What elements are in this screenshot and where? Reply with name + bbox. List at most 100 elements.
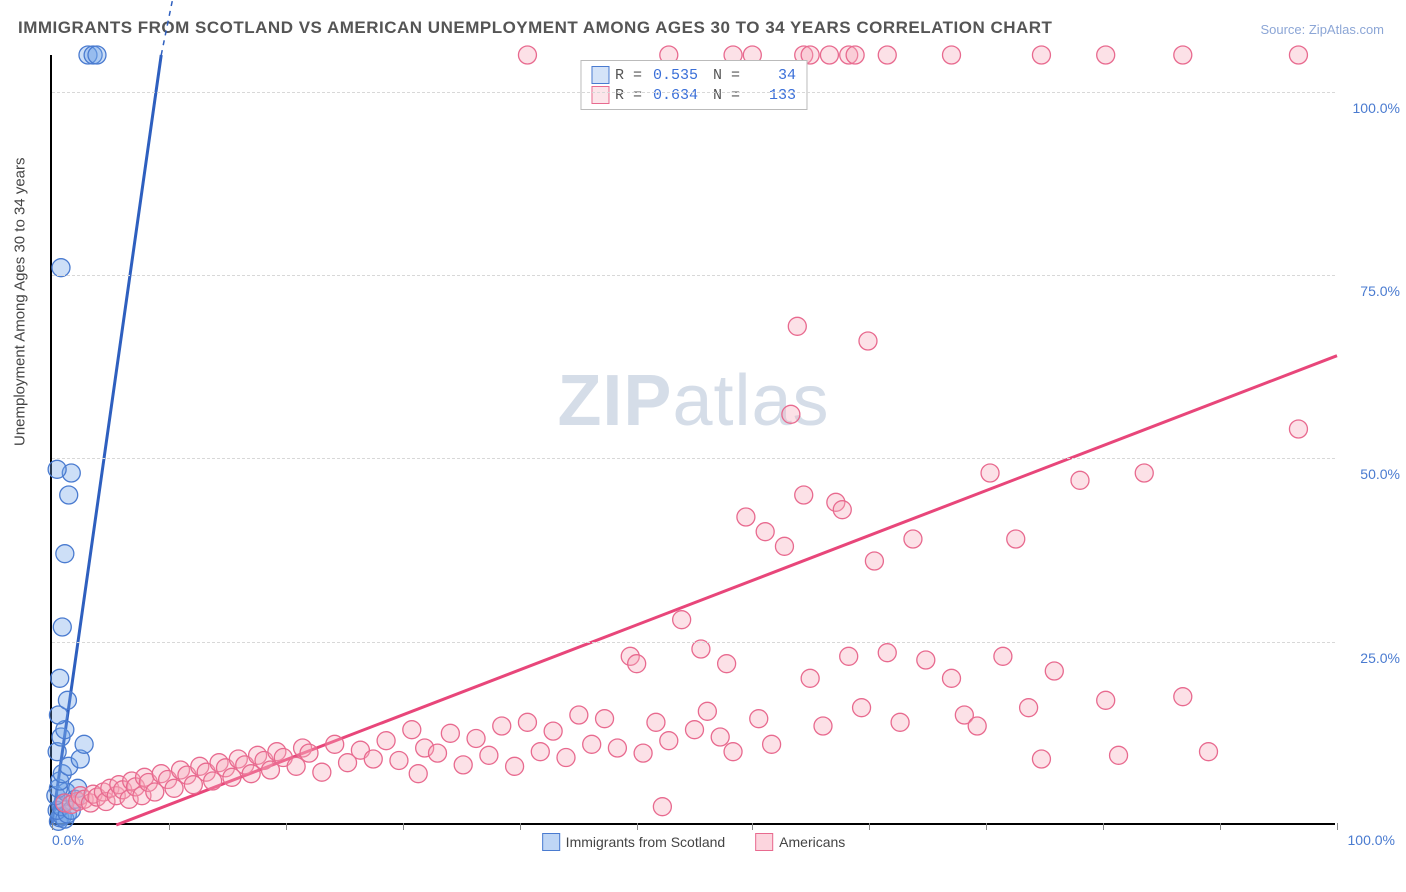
data-point (814, 717, 832, 735)
data-point (583, 735, 601, 753)
data-point (1020, 699, 1038, 717)
data-point (454, 756, 472, 774)
data-point (493, 717, 511, 735)
data-point (88, 46, 106, 64)
stat-n-label: N = (704, 87, 740, 104)
data-point (403, 721, 421, 739)
data-point (570, 706, 588, 724)
stat-n-value: 133 (746, 87, 796, 104)
data-point (1032, 750, 1050, 768)
gridline-h (52, 458, 1335, 459)
data-point (891, 713, 909, 731)
data-point (53, 618, 71, 636)
data-point (846, 46, 864, 64)
legend-label: Immigrants from Scotland (566, 834, 726, 850)
data-point (300, 744, 318, 762)
data-point (904, 530, 922, 548)
data-point (917, 651, 935, 669)
data-point (878, 46, 896, 64)
data-point (1110, 746, 1128, 764)
data-point (943, 46, 961, 64)
data-point (467, 729, 485, 747)
data-point (48, 460, 66, 478)
data-point (506, 757, 524, 775)
data-point (782, 405, 800, 423)
stat-legend-row: R =0.535 N =34 (591, 65, 796, 85)
data-point (718, 655, 736, 673)
data-point (1007, 530, 1025, 548)
legend-swatch (542, 833, 560, 851)
source-label: Source: ZipAtlas.com (1260, 22, 1384, 37)
x-min-label: 0.0% (52, 832, 84, 848)
data-point (660, 732, 678, 750)
data-point (390, 751, 408, 769)
data-point (833, 501, 851, 519)
data-point (441, 724, 459, 742)
data-point (518, 713, 536, 731)
data-point (840, 647, 858, 665)
legend-swatch (591, 86, 609, 104)
data-point (628, 655, 646, 673)
stat-r-value: 0.535 (648, 67, 698, 84)
data-point (429, 744, 447, 762)
data-point (795, 486, 813, 504)
data-point (531, 743, 549, 761)
y-tick-label: 75.0% (1360, 283, 1400, 299)
data-point (377, 732, 395, 750)
data-point (596, 710, 614, 728)
stat-n-value: 34 (746, 67, 796, 84)
bottom-legend-item: Americans (755, 833, 845, 851)
x-tick (52, 823, 53, 830)
x-tick (520, 823, 521, 830)
data-point (853, 699, 871, 717)
data-point (51, 669, 69, 687)
data-point (994, 647, 1012, 665)
data-point (686, 721, 704, 739)
data-point (56, 545, 74, 563)
bottom-legend-item: Immigrants from Scotland (542, 833, 726, 851)
y-tick-label: 25.0% (1360, 650, 1400, 666)
data-point (1032, 46, 1050, 64)
data-point (634, 744, 652, 762)
data-point (480, 746, 498, 764)
data-point (313, 763, 331, 781)
data-point (968, 717, 986, 735)
data-point (724, 743, 742, 761)
data-point (60, 486, 78, 504)
data-point (557, 749, 575, 767)
data-point (737, 508, 755, 526)
x-tick (869, 823, 870, 830)
data-point (647, 713, 665, 731)
data-point (608, 739, 626, 757)
data-point (58, 691, 76, 709)
data-point (756, 523, 774, 541)
stat-r-label: R = (615, 87, 642, 104)
data-point (801, 669, 819, 687)
data-point (865, 552, 883, 570)
data-point (1289, 46, 1307, 64)
y-axis-title: Unemployment Among Ages 30 to 34 years (12, 157, 29, 446)
scatter-plot: ZIPatlas R =0.535 N =34R =0.634 N =133 I… (50, 55, 1335, 825)
x-tick (169, 823, 170, 830)
data-point (1174, 46, 1192, 64)
bottom-legend: Immigrants from Scotland Americans (542, 833, 846, 851)
x-tick (986, 823, 987, 830)
data-point (878, 644, 896, 662)
data-point (1289, 420, 1307, 438)
data-point (788, 317, 806, 335)
stat-r-value: 0.634 (648, 87, 698, 104)
data-point (653, 798, 671, 816)
data-point (820, 46, 838, 64)
data-point (1174, 688, 1192, 706)
stat-legend-row: R = 0.634 N = 133 (591, 85, 796, 105)
data-point (692, 640, 710, 658)
data-point (409, 765, 427, 783)
gridline-h (52, 275, 1335, 276)
data-point (981, 464, 999, 482)
data-point (1045, 662, 1063, 680)
data-point (859, 332, 877, 350)
data-point (52, 259, 70, 277)
data-point (943, 669, 961, 687)
x-max-label: 100.0% (1348, 832, 1395, 848)
y-tick-label: 50.0% (1360, 466, 1400, 482)
